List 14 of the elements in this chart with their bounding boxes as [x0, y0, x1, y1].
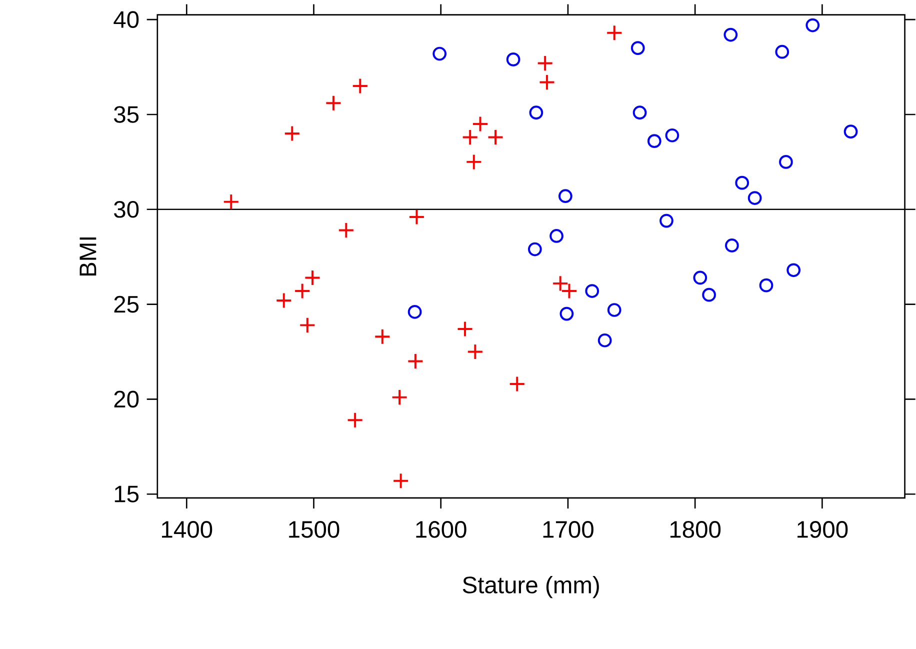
x-tick-label: 1800	[670, 520, 721, 538]
x-tick-label: 1900	[798, 520, 848, 538]
y-tick-label: 30	[114, 200, 139, 218]
y-tick-label: 40	[114, 10, 139, 28]
x-tick-label: 1500	[289, 520, 340, 538]
x-tick-label: 1700	[543, 520, 594, 538]
y-tick-label: 20	[114, 390, 139, 408]
x-tick-label: 1400	[162, 520, 212, 538]
x-axis-title: Stature (mm)	[462, 576, 599, 598]
y-tick-label: 35	[114, 106, 139, 123]
y-tick-label: 15	[114, 486, 139, 502]
y-tick-label: 25	[114, 296, 139, 313]
x-tick-label: 1600	[416, 520, 466, 538]
y-axis-title: BMI	[80, 237, 96, 276]
